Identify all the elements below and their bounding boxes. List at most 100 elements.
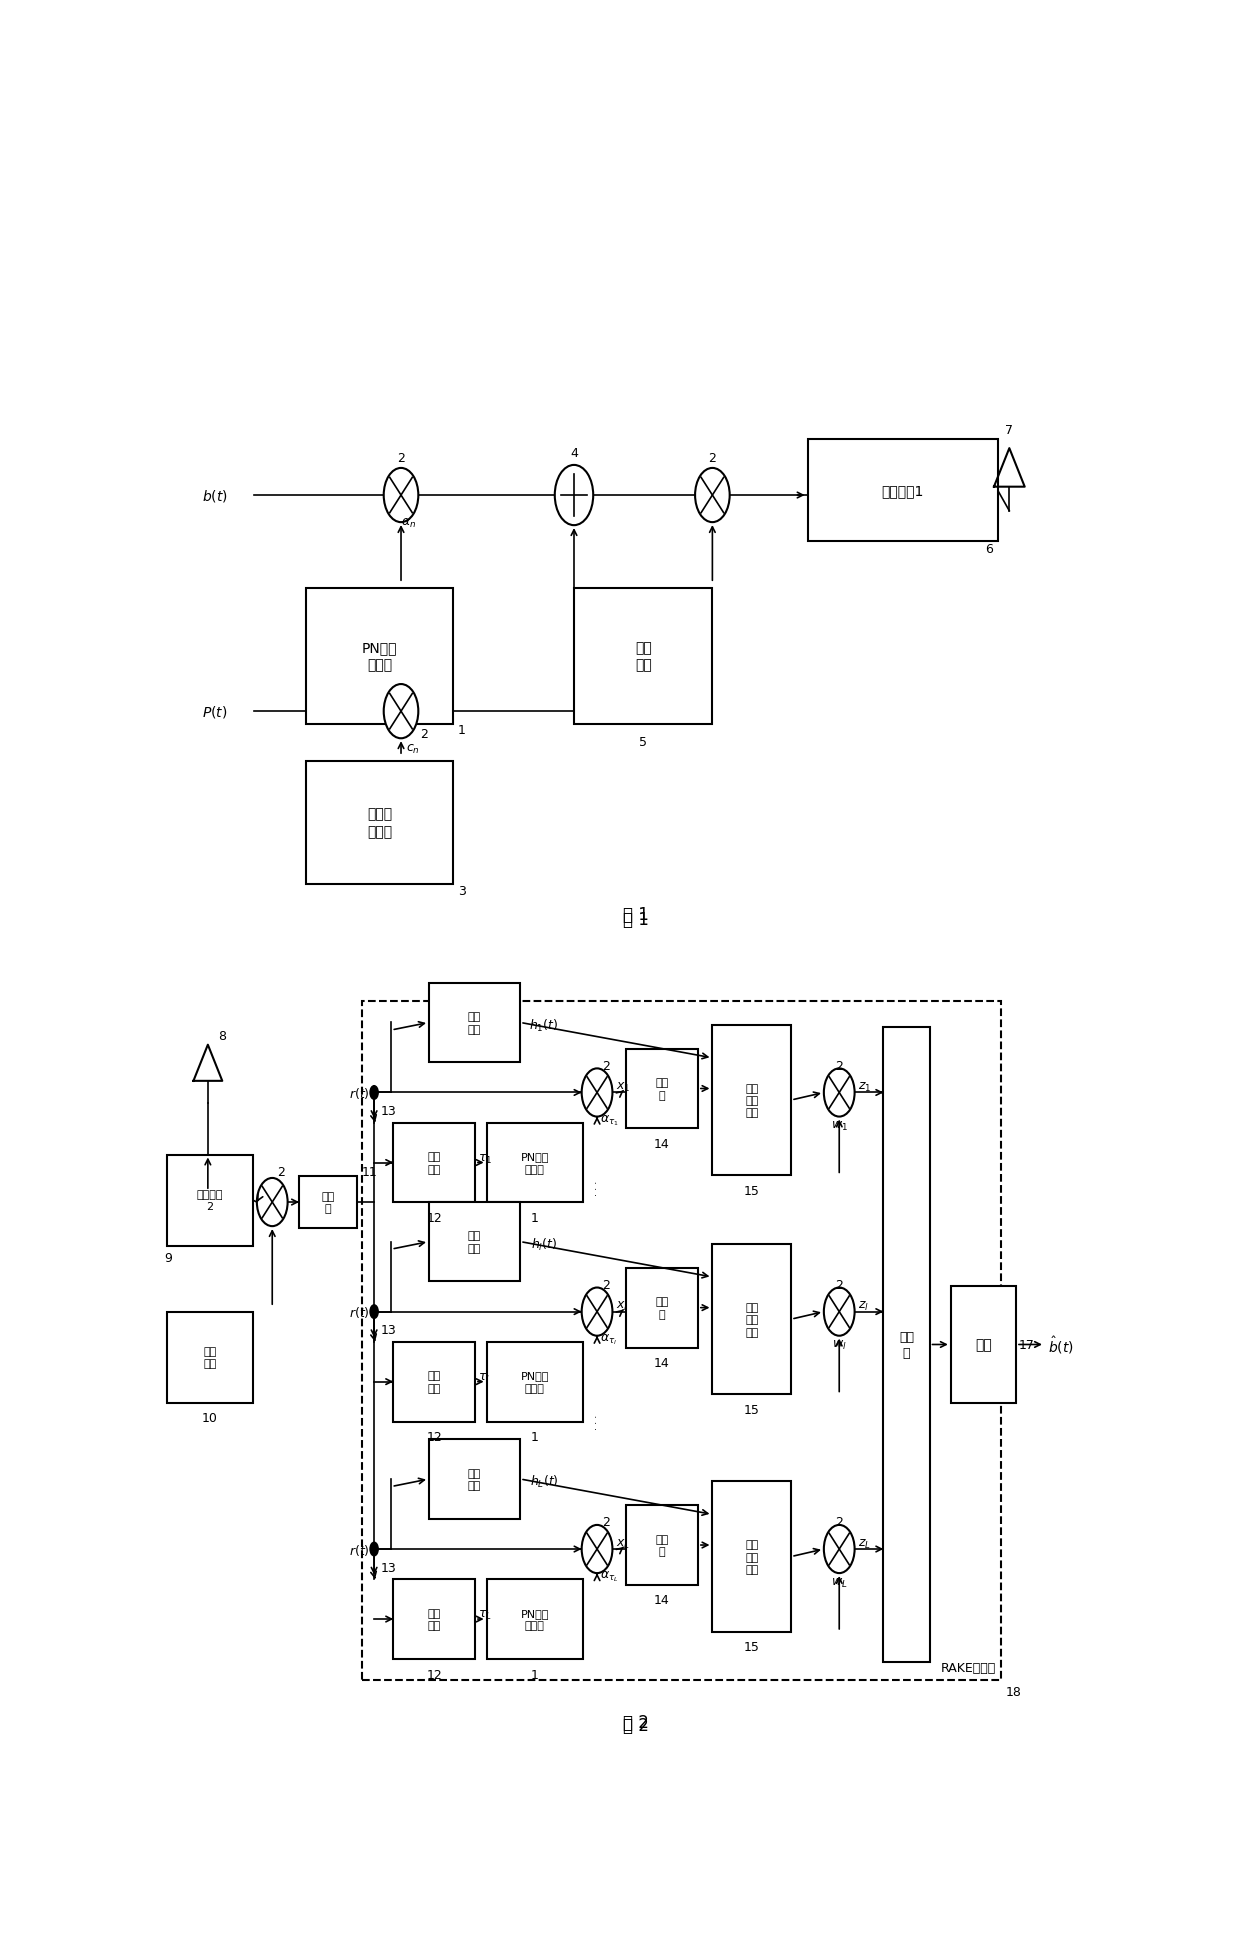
Text: $z_l$: $z_l$ xyxy=(858,1300,869,1312)
Text: 时域
信道
校正: 时域 信道 校正 xyxy=(745,1083,759,1118)
Bar xyxy=(486,1341,583,1421)
Text: · · ·: · · · xyxy=(591,1181,603,1195)
Text: $h_l(t)$: $h_l(t)$ xyxy=(531,1236,557,1253)
Text: 时域
信道
校正: 时域 信道 校正 xyxy=(745,1539,759,1574)
Bar xyxy=(626,1505,698,1586)
Text: 2: 2 xyxy=(601,1515,610,1529)
Text: $h_1(t)$: $h_1(t)$ xyxy=(529,1017,559,1034)
Bar xyxy=(626,1050,698,1128)
Text: 12: 12 xyxy=(427,1212,441,1224)
Text: $x_L$: $x_L$ xyxy=(616,1537,630,1550)
Text: $b(t)$: $b(t)$ xyxy=(202,489,228,504)
Text: $\hat{b}(t)$: $\hat{b}(t)$ xyxy=(1048,1333,1074,1355)
Bar xyxy=(362,1001,1001,1681)
Bar xyxy=(393,1580,475,1660)
Circle shape xyxy=(696,469,729,522)
Text: PN序列
发生器: PN序列 发生器 xyxy=(521,1151,549,1175)
Text: $r(t)$: $r(t)$ xyxy=(348,1304,370,1320)
Text: 信道
估计: 信道 估计 xyxy=(467,1013,481,1034)
Text: 10: 10 xyxy=(202,1412,218,1425)
Text: 积分
器: 积分 器 xyxy=(655,1077,668,1101)
Text: PN序列
发生器: PN序列 发生器 xyxy=(521,1370,549,1394)
Text: 17: 17 xyxy=(1019,1339,1035,1351)
Text: $z_1$: $z_1$ xyxy=(858,1081,872,1093)
Circle shape xyxy=(370,1542,379,1556)
Text: 积分
器: 积分 器 xyxy=(655,1296,668,1320)
Text: 图 2: 图 2 xyxy=(622,1716,649,1734)
Text: $r(t)$: $r(t)$ xyxy=(348,1085,370,1101)
Text: 本地
载波: 本地 载波 xyxy=(635,641,651,673)
Text: · · ·: · · · xyxy=(904,1181,914,1195)
Text: 15: 15 xyxy=(744,1640,760,1654)
Text: 1: 1 xyxy=(531,1431,538,1443)
Text: 14: 14 xyxy=(653,1593,670,1607)
Circle shape xyxy=(554,465,593,526)
Text: 7: 7 xyxy=(1006,424,1013,436)
Bar xyxy=(429,1202,521,1282)
Text: 滤波
器: 滤波 器 xyxy=(321,1191,335,1214)
Text: 信道
估计: 信道 估计 xyxy=(467,1232,481,1253)
Circle shape xyxy=(383,684,418,739)
Text: 本地
载波: 本地 载波 xyxy=(203,1347,217,1368)
Text: 5: 5 xyxy=(639,735,647,749)
Text: 13: 13 xyxy=(381,1560,397,1574)
Text: 2: 2 xyxy=(277,1165,285,1179)
Bar xyxy=(951,1286,1016,1404)
Text: $\alpha_{\tau_l}$: $\alpha_{\tau_l}$ xyxy=(600,1331,618,1347)
Text: $\tau_1$: $\tau_1$ xyxy=(477,1151,492,1165)
Bar xyxy=(393,1122,475,1202)
Text: $w_L$: $w_L$ xyxy=(831,1576,847,1589)
Circle shape xyxy=(257,1179,288,1226)
Text: 2: 2 xyxy=(420,727,428,741)
Text: 信道
估计: 信道 估计 xyxy=(467,1468,481,1490)
Text: RAKE接收机: RAKE接收机 xyxy=(941,1662,996,1675)
Bar xyxy=(626,1269,698,1347)
Bar xyxy=(486,1122,583,1202)
Text: 13: 13 xyxy=(381,1105,397,1118)
Text: $\alpha_{\tau_L}$: $\alpha_{\tau_L}$ xyxy=(600,1570,619,1584)
Text: 图 1: 图 1 xyxy=(622,905,649,925)
Bar xyxy=(429,983,521,1064)
Text: $w_1$: $w_1$ xyxy=(831,1120,848,1132)
Text: 18: 18 xyxy=(1006,1685,1022,1699)
Text: 1: 1 xyxy=(531,1668,538,1681)
Text: 射频处理1: 射频处理1 xyxy=(882,485,924,499)
Text: 2: 2 xyxy=(836,1279,843,1292)
Text: $x_1$: $x_1$ xyxy=(616,1081,631,1093)
Bar xyxy=(574,588,713,723)
Text: 9: 9 xyxy=(165,1251,172,1265)
Text: 2: 2 xyxy=(708,452,717,465)
Text: 捕获
跟踪: 捕获 跟踪 xyxy=(428,1370,440,1394)
Text: $\alpha_n$: $\alpha_n$ xyxy=(401,516,417,530)
Text: 时域
信道
校正: 时域 信道 校正 xyxy=(745,1302,759,1337)
Text: 14: 14 xyxy=(653,1138,670,1150)
Text: 2: 2 xyxy=(836,1515,843,1529)
Text: $r(t)$: $r(t)$ xyxy=(348,1542,370,1556)
Bar xyxy=(306,760,453,884)
Text: $w_l$: $w_l$ xyxy=(832,1339,847,1351)
Text: 判决: 判决 xyxy=(975,1337,992,1351)
Text: $x_l$: $x_l$ xyxy=(616,1300,629,1312)
Bar xyxy=(712,1482,791,1632)
Text: 6: 6 xyxy=(985,543,993,555)
Text: 15: 15 xyxy=(744,1404,760,1415)
Circle shape xyxy=(383,469,418,522)
Text: 1: 1 xyxy=(458,723,465,737)
Circle shape xyxy=(582,1525,613,1574)
Text: $c_n$: $c_n$ xyxy=(405,743,419,757)
Text: 8: 8 xyxy=(218,1030,226,1042)
Text: 图 1: 图 1 xyxy=(622,911,649,929)
Bar xyxy=(712,1024,791,1175)
Bar xyxy=(486,1580,583,1660)
Bar xyxy=(393,1341,475,1421)
Bar xyxy=(807,440,998,542)
Text: 11: 11 xyxy=(362,1165,377,1179)
Text: 捕获
跟踪: 捕获 跟踪 xyxy=(428,1151,440,1175)
Circle shape xyxy=(370,1304,379,1320)
Text: $h_L(t)$: $h_L(t)$ xyxy=(529,1474,558,1490)
Text: 2: 2 xyxy=(836,1060,843,1071)
Text: $\alpha_{\tau_1}$: $\alpha_{\tau_1}$ xyxy=(600,1112,619,1128)
Text: 2: 2 xyxy=(601,1279,610,1292)
Text: 12: 12 xyxy=(427,1668,441,1681)
Circle shape xyxy=(582,1288,613,1335)
